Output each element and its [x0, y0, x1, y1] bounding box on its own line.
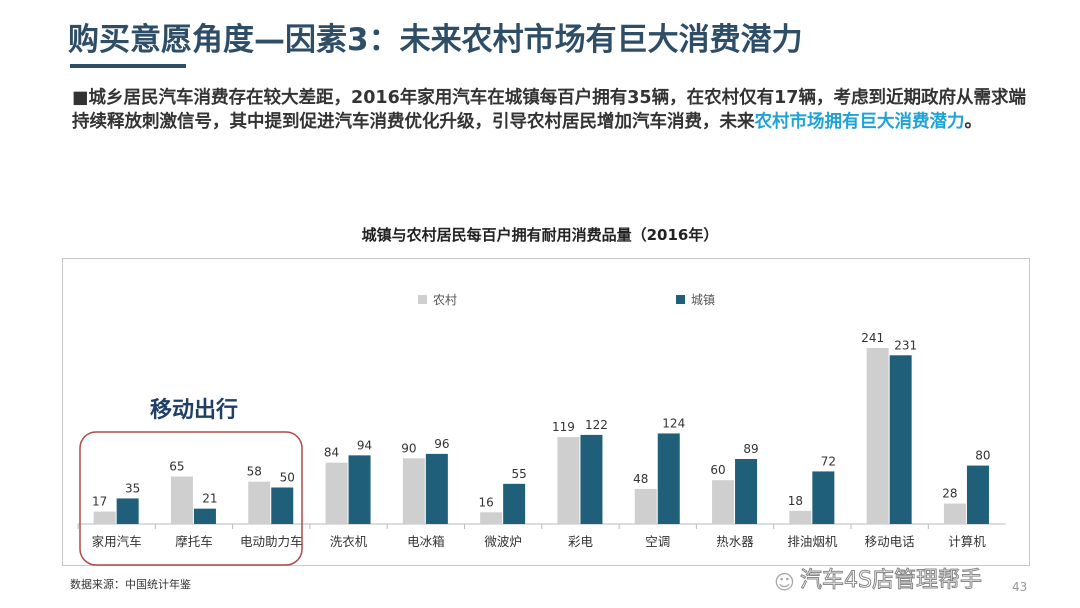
bullet: ■ — [72, 88, 89, 108]
bar-urban — [966, 465, 989, 524]
page-number: 43 — [1012, 580, 1028, 594]
title-underline — [70, 64, 186, 68]
page-title: 购买意愿角度—因素3：未来农村市场有巨大消费潜力 — [68, 22, 803, 58]
data-label: 60 — [710, 463, 725, 477]
category-label: 空调 — [645, 534, 670, 549]
data-label: 16 — [479, 495, 494, 509]
bar-urban — [889, 355, 912, 524]
bar-urban — [812, 471, 835, 524]
data-label: 21 — [202, 492, 217, 506]
category-label: 家用汽车 — [92, 534, 142, 549]
category-label: 洗衣机 — [330, 534, 368, 549]
data-source: 数据来源：中国统计年鉴 — [70, 578, 191, 591]
bar-urban — [348, 455, 371, 524]
data-label: 55 — [512, 467, 527, 481]
bar-urban — [580, 434, 603, 524]
data-label: 241 — [861, 331, 884, 345]
category-label: 排油烟机 — [787, 534, 838, 549]
legend-label: 城镇 — [691, 293, 715, 307]
bar-rural — [634, 488, 657, 524]
bar-rural — [402, 458, 425, 524]
wechat-icon: ☺ — [774, 570, 795, 594]
bar-rural — [170, 476, 193, 524]
annotation-box — [79, 431, 303, 566]
data-label: 122 — [585, 418, 608, 432]
data-label: 17 — [92, 495, 107, 509]
paragraph-highlight: 农村市场拥有巨大消费潜力 — [754, 112, 965, 132]
category-label: 移动电话 — [865, 534, 915, 549]
chart-title: 城镇与农村居民每百户拥有耐用消费品量（2016年） — [361, 226, 719, 244]
bar-urban — [503, 483, 526, 524]
category-label: 电动助力车 — [240, 534, 303, 549]
summary-paragraph: ■城乡居民汽车消费存在较大差距，2016年家用汽车在城镇每百户拥有35辆，在农村… — [72, 86, 1032, 134]
data-label: 89 — [743, 442, 758, 456]
data-label: 124 — [662, 416, 685, 430]
data-label: 18 — [788, 494, 803, 508]
category-label: 计算机 — [948, 534, 986, 549]
data-label: 231 — [894, 338, 917, 352]
bar-rural — [712, 480, 735, 524]
bar-rural — [480, 512, 503, 524]
bar-rural — [789, 510, 812, 524]
bar-rural — [557, 437, 580, 524]
bar-rural — [943, 503, 966, 524]
data-label: 65 — [169, 460, 184, 474]
category-label: 微波炉 — [484, 534, 522, 549]
bar-rural — [93, 511, 116, 524]
watermark: 汽车4S店管理帮手 — [800, 568, 983, 594]
data-label: 80 — [975, 449, 990, 463]
data-label: 94 — [357, 438, 372, 452]
data-label: 90 — [401, 441, 416, 455]
data-label: 48 — [633, 472, 648, 486]
data-label: 58 — [247, 465, 262, 479]
annotation-label: 移动出行 — [150, 397, 238, 423]
chart-frame — [62, 258, 1030, 566]
legend-label: 农村 — [433, 293, 457, 307]
data-label: 84 — [324, 446, 339, 460]
bar-urban — [271, 487, 294, 524]
bar-urban — [735, 459, 758, 524]
data-label: 72 — [821, 454, 836, 468]
category-label: 电冰箱 — [407, 534, 445, 549]
legend-swatch-rural — [418, 295, 427, 304]
category-label: 热水器 — [716, 534, 754, 549]
category-label: 摩托车 — [175, 534, 213, 549]
data-label: 119 — [552, 420, 575, 434]
category-label: 彩电 — [568, 534, 594, 549]
data-label: 28 — [942, 487, 957, 501]
bar-urban — [657, 433, 680, 524]
bar-rural — [325, 462, 348, 524]
bar-urban — [425, 453, 448, 524]
bar-rural — [248, 481, 271, 524]
bar-urban — [116, 498, 139, 524]
data-label: 35 — [125, 481, 140, 495]
data-label: 96 — [434, 437, 449, 451]
legend-swatch-urban — [676, 295, 685, 304]
bar-urban — [193, 508, 216, 524]
data-label: 50 — [280, 470, 295, 484]
paragraph-text: 城乡居民汽车消费存在较大差距，2016年家用汽车在城镇每百户拥有35辆，在农村仅… — [72, 88, 1026, 132]
paragraph-end: 。 — [964, 112, 983, 132]
bar-rural — [866, 348, 889, 524]
